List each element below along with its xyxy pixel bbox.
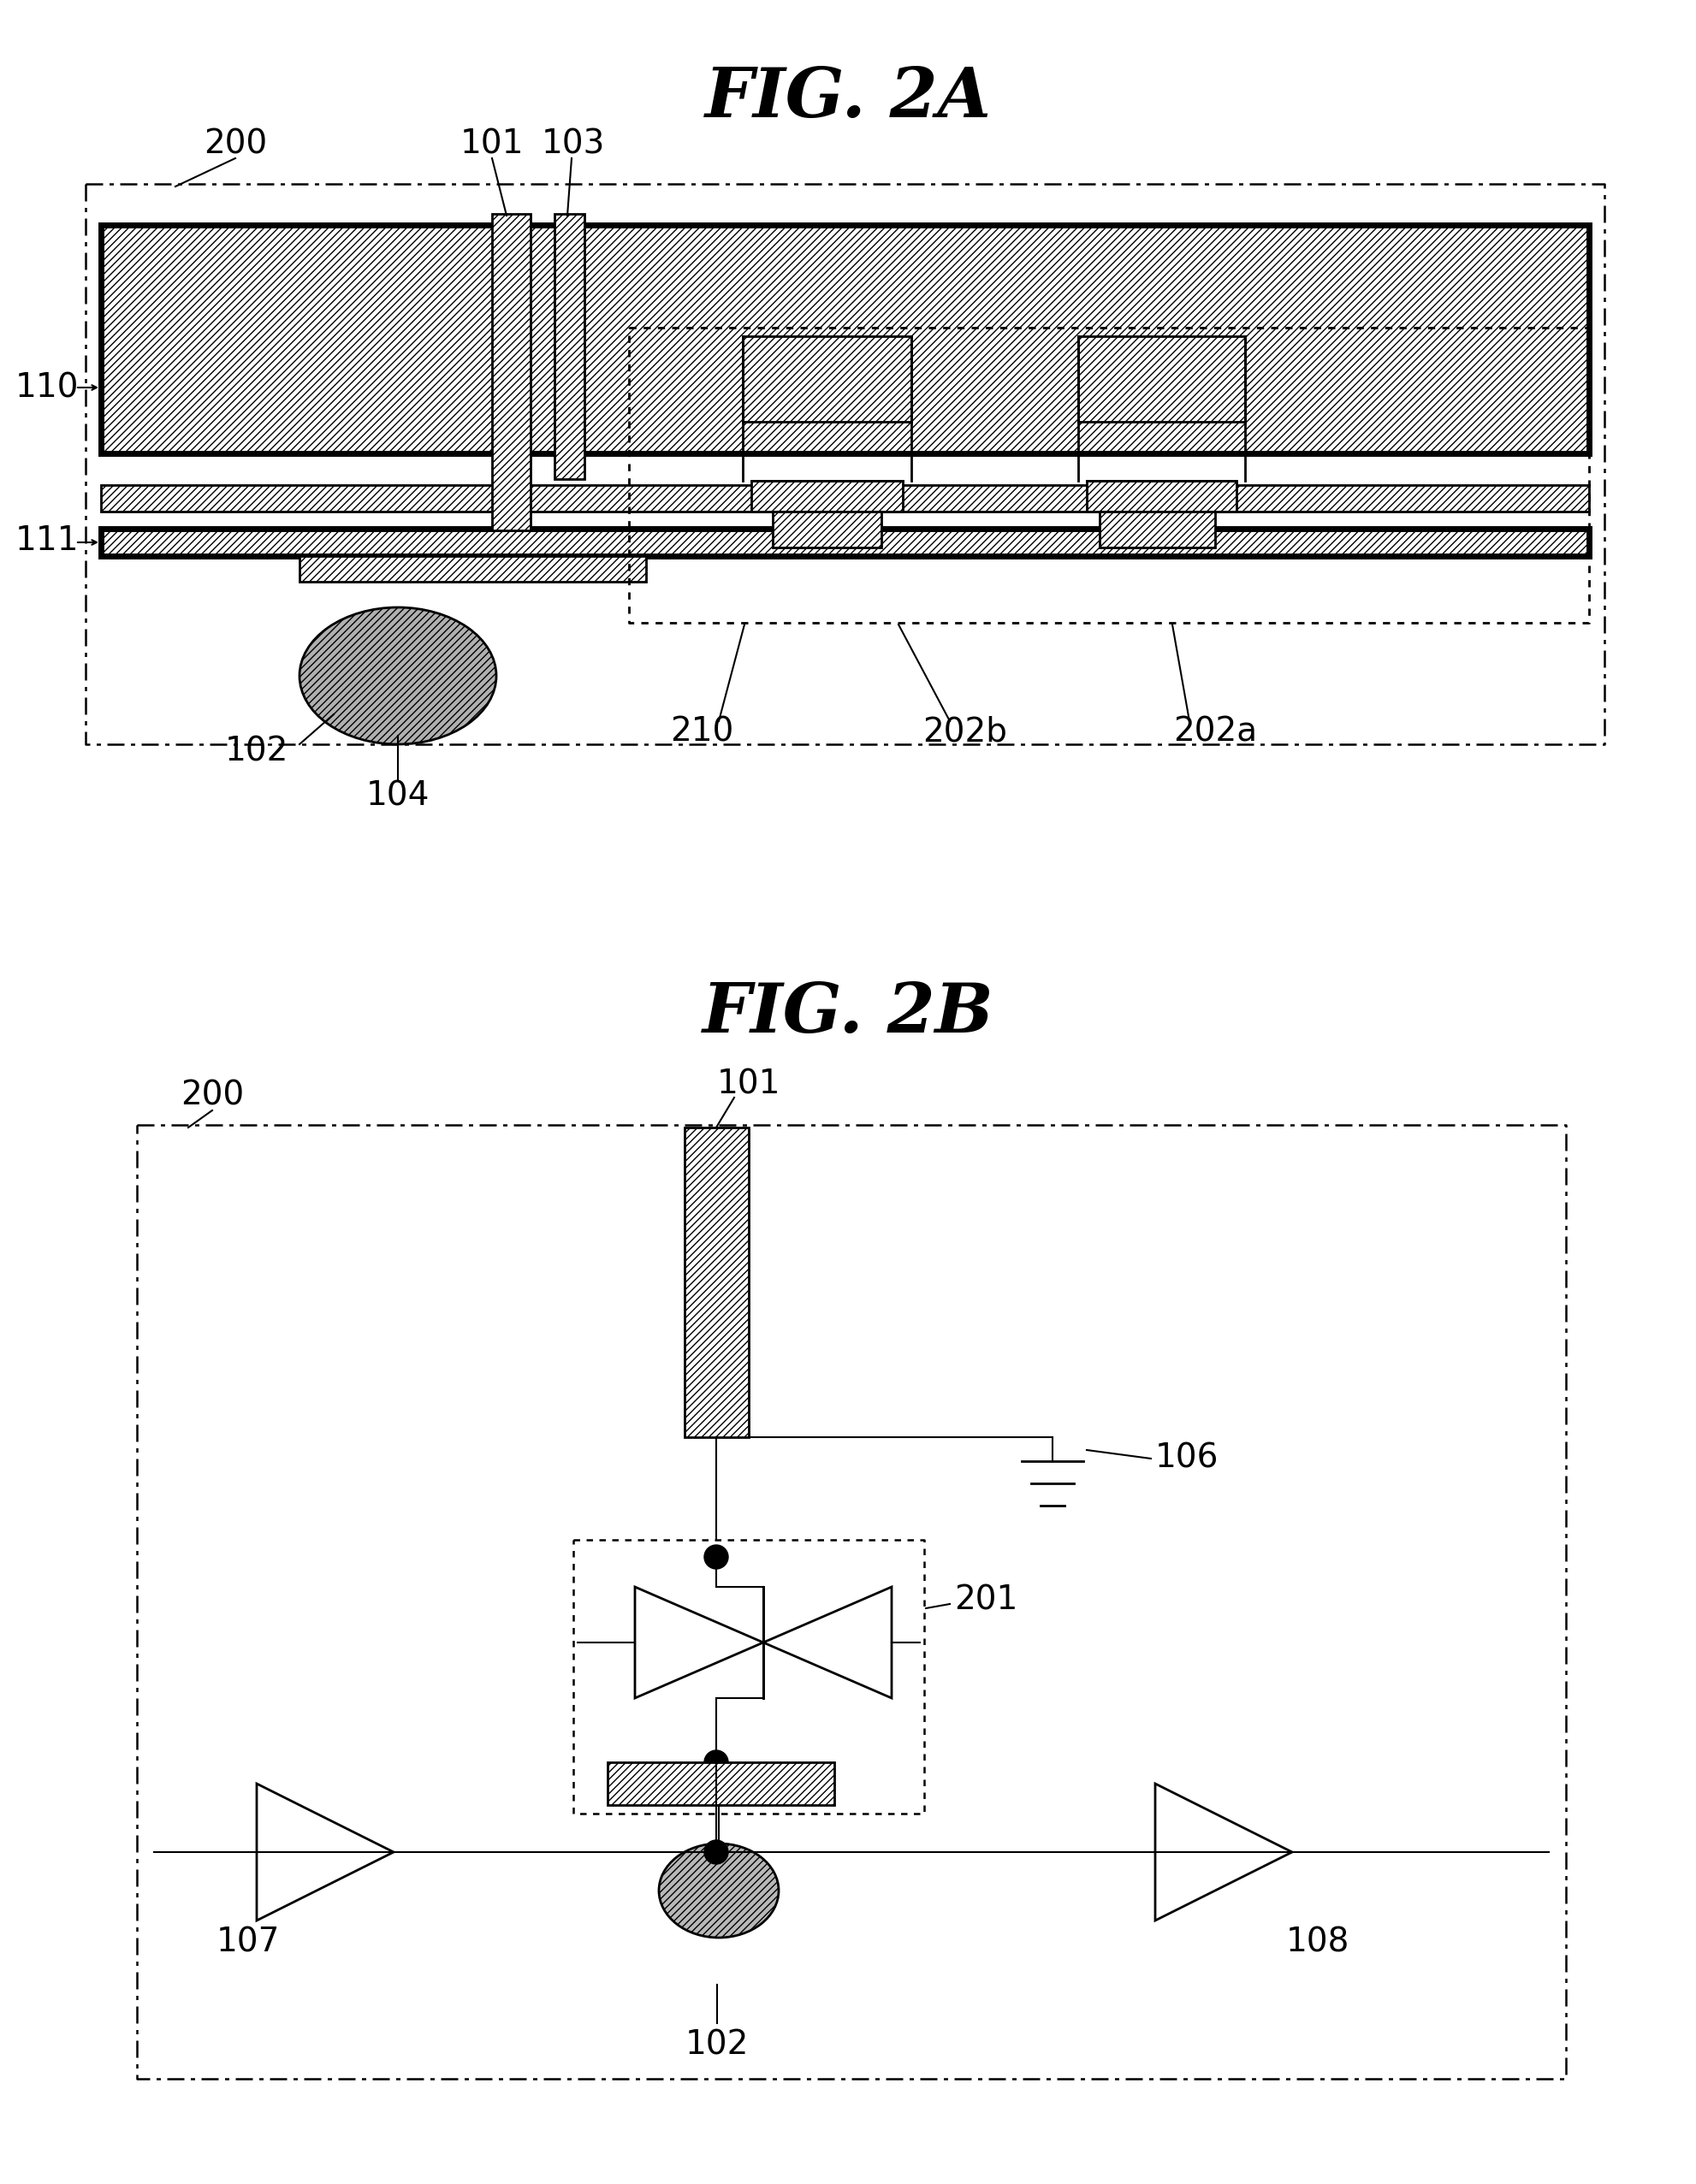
Bar	[555, 214, 583, 478]
Bar	[492, 214, 531, 531]
Bar	[743, 336, 911, 422]
Bar	[1085, 480, 1236, 511]
Text: 202b: 202b	[923, 714, 1007, 747]
Bar	[102, 529, 1587, 557]
Text: FIG. 2A: FIG. 2A	[704, 66, 990, 131]
Ellipse shape	[300, 607, 495, 745]
Text: 111: 111	[15, 524, 80, 557]
Bar	[607, 1762, 834, 1804]
Circle shape	[704, 1544, 728, 1568]
Text: 101: 101	[460, 127, 524, 159]
Text: 110: 110	[15, 371, 80, 404]
Bar	[683, 1127, 748, 1437]
Text: 210: 210	[670, 714, 733, 747]
Text: 200: 200	[204, 127, 266, 159]
Circle shape	[704, 1841, 728, 1865]
Bar	[1099, 511, 1214, 548]
Text: 102: 102	[226, 734, 288, 767]
Text: 201: 201	[953, 1583, 1018, 1616]
Text: 202a: 202a	[1172, 714, 1257, 747]
Bar	[102, 485, 1587, 511]
Circle shape	[704, 1749, 728, 1773]
Text: 103: 103	[541, 127, 605, 159]
Bar	[751, 480, 902, 511]
Bar	[300, 557, 646, 581]
Text: 200: 200	[180, 1079, 244, 1112]
Bar	[102, 225, 1587, 454]
Ellipse shape	[658, 1843, 778, 1937]
Bar	[1077, 336, 1245, 422]
Text: 104: 104	[366, 780, 429, 812]
Text: 107: 107	[215, 1926, 280, 1959]
Text: 102: 102	[685, 2029, 748, 2062]
Text: 106: 106	[1155, 1441, 1218, 1474]
Text: 101: 101	[716, 1068, 780, 1101]
Text: 108: 108	[1286, 1926, 1348, 1959]
Bar	[772, 511, 880, 548]
Text: FIG. 2B: FIG. 2B	[702, 981, 994, 1046]
